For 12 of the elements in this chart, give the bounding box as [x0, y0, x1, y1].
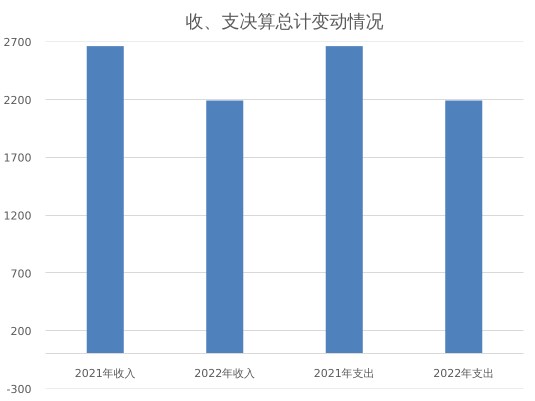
chart-title: 收、支决算总计变动情况: [186, 12, 384, 32]
y-tick-label: 2700: [4, 36, 32, 49]
y-tick-label: 700: [10, 267, 32, 280]
y-tick-label: -300: [6, 383, 32, 396]
x-tick-label: 2022年支出: [433, 366, 494, 380]
x-tick-label: 2022年收入: [194, 366, 256, 380]
x-tick-label: 2021年支出: [314, 366, 375, 380]
y-tick-label: 1700: [4, 152, 32, 165]
x-tick-label: 2021年收入: [74, 366, 136, 380]
y-tick-label: 2200: [4, 94, 32, 107]
y-tick-label: 200: [10, 325, 32, 338]
y-tick-label: 1200: [4, 210, 32, 222]
